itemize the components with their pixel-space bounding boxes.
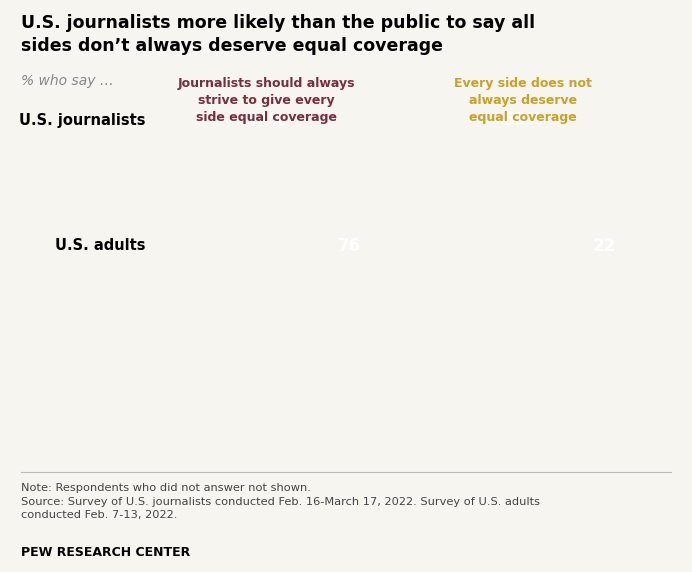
Text: Note: Respondents who did not answer not shown.
Source: Survey of U.S. journalis: Note: Respondents who did not answer not… [21,483,540,520]
Text: U.S. journalists more likely than the public to say all
sides don’t always deser: U.S. journalists more likely than the pu… [21,14,535,54]
Text: 22: 22 [592,237,615,255]
Text: PEW RESEARCH CENTER: PEW RESEARCH CENTER [21,546,190,559]
Text: Every side does not
always deserve
equal coverage: Every side does not always deserve equal… [455,77,592,124]
Text: % who say …: % who say … [21,74,113,88]
Text: U.S. journalists: U.S. journalists [19,113,145,128]
Text: 44%: 44% [246,111,286,129]
Text: U.S. adults: U.S. adults [55,239,145,253]
Text: 55%: 55% [504,111,543,129]
Text: 76: 76 [338,237,361,255]
Text: Journalists should always
strive to give every
side equal coverage: Journalists should always strive to give… [178,77,355,124]
